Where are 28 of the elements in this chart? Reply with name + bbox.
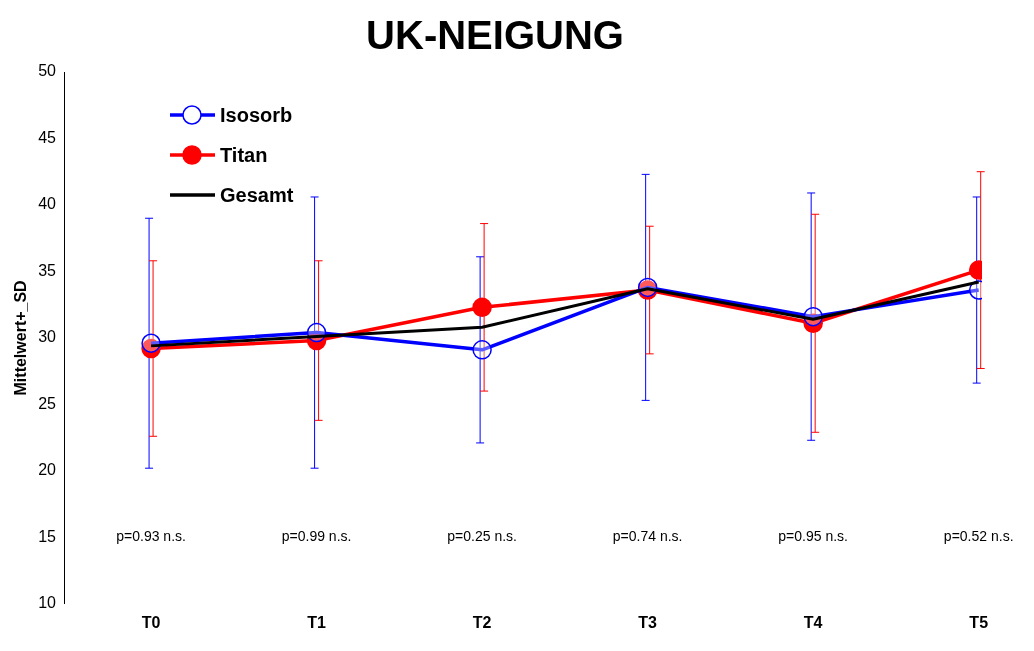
annotation: p=0.99 n.s. (281, 528, 352, 545)
y-tick-label: 30 (38, 328, 57, 346)
y-tick-label: 35 (38, 261, 57, 279)
point (472, 297, 492, 318)
y-tick-label: 25 (38, 394, 57, 412)
y-tick-label: 10 (38, 594, 57, 612)
y-tick-label: 50 (38, 62, 57, 80)
y-tick-label: 45 (38, 128, 57, 146)
chart-title: UK-NEIGUNG (366, 13, 624, 58)
x-tick-label: T1 (307, 613, 327, 631)
legend-label: Isosorb (220, 103, 293, 126)
y-axis-title: Mittelwert+_SD (12, 280, 30, 396)
legend-label: Gesamt (220, 183, 294, 206)
y-tick-label: 20 (38, 461, 57, 479)
x-tick-label: T2 (472, 613, 492, 631)
annotation: p=0.52 n.s. (943, 528, 1014, 545)
point (472, 340, 492, 360)
legend-label: Titan (220, 143, 268, 166)
x-tick-label: T0 (141, 613, 161, 631)
annotation: p=0.95 n.s. (778, 528, 848, 545)
annotation: p=0.74 n.s. (612, 528, 683, 545)
annotation: p=0.93 n.s. (116, 528, 186, 545)
x-tick-label: T3 (638, 613, 658, 631)
y-tick-label: 15 (38, 527, 57, 545)
y-tick-label: 40 (38, 195, 57, 213)
annotation: p=0.25 n.s. (447, 528, 517, 545)
x-tick-label: T4 (803, 613, 823, 631)
x-tick-label: T5 (969, 613, 989, 631)
